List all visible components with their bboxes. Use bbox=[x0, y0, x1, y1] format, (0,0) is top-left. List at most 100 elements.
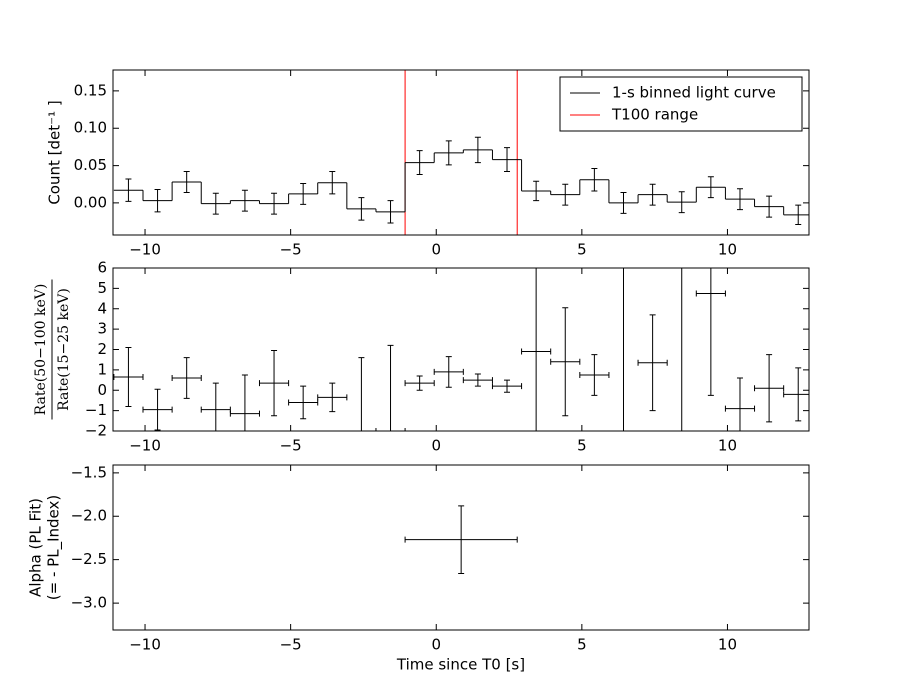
x-error-bar bbox=[142, 406, 173, 413]
x-tick-label: 5 bbox=[577, 241, 587, 259]
x-tick-label: −5 bbox=[280, 241, 302, 259]
y-tick-label: −1 bbox=[85, 401, 107, 419]
y-tick-label: 0 bbox=[97, 381, 107, 399]
x-error-bar bbox=[491, 383, 523, 390]
axes-frame bbox=[112, 69, 810, 236]
x-error-bar bbox=[347, 448, 376, 454]
x-tick-label: −5 bbox=[280, 636, 302, 654]
x-error-bar bbox=[317, 394, 348, 401]
error-bar bbox=[300, 182, 307, 205]
error-bar bbox=[707, 176, 714, 199]
y-axis-label: Alpha (PL Fit) bbox=[27, 498, 45, 597]
plot-area bbox=[113, 245, 809, 454]
x-error-bar bbox=[695, 290, 726, 297]
error-bar bbox=[241, 189, 248, 212]
x-tick-label: 5 bbox=[577, 636, 587, 654]
y-axis-label: Count [det⁻¹ ] bbox=[46, 100, 64, 204]
y-axis-label-denominator: Rate(15−25 keV) bbox=[56, 288, 72, 411]
y-tick-label: 0.15 bbox=[74, 81, 107, 99]
x-error-bar bbox=[288, 399, 319, 406]
x-error-bar bbox=[609, 245, 638, 251]
error-bar bbox=[649, 183, 656, 206]
x-tick-label: 5 bbox=[577, 437, 587, 455]
x-tick-label: 10 bbox=[718, 437, 737, 455]
x-error-bar bbox=[375, 428, 406, 431]
y-tick-label: −1.5 bbox=[71, 463, 107, 481]
error-bar bbox=[358, 357, 365, 431]
x-tick-label: 10 bbox=[718, 241, 737, 259]
x-axis-label: Time since T0 [s] bbox=[396, 656, 525, 674]
legend: 1-s binned light curve T100 range bbox=[559, 76, 803, 132]
y-tick-label: −3.0 bbox=[71, 594, 107, 612]
y-tick-label: 0.00 bbox=[74, 193, 107, 211]
x-error-bar bbox=[229, 410, 260, 417]
x-error-bar bbox=[404, 380, 435, 387]
error-bar bbox=[387, 344, 394, 431]
y-tick-label: 2 bbox=[97, 340, 107, 358]
y-tick-label: −2 bbox=[85, 422, 107, 440]
error-bar bbox=[766, 195, 773, 218]
x-error-bar bbox=[754, 385, 785, 392]
x-tick-label: 0 bbox=[431, 241, 441, 259]
x-tick-label: −10 bbox=[129, 241, 161, 259]
x-error-bar bbox=[521, 348, 552, 355]
legend-label: T100 range bbox=[611, 106, 698, 124]
x-tick-label: 10 bbox=[718, 636, 737, 654]
y-tick-label: 0.10 bbox=[74, 119, 107, 137]
error-bar bbox=[474, 136, 481, 164]
error-bar bbox=[795, 204, 802, 226]
x-tick-label: 0 bbox=[431, 636, 441, 654]
error-bar bbox=[125, 178, 132, 202]
x-error-bar bbox=[637, 359, 668, 366]
x-error-bar bbox=[579, 371, 610, 378]
error-bar bbox=[445, 140, 452, 166]
legend-box bbox=[559, 76, 803, 132]
error-bar bbox=[533, 180, 540, 202]
x-error-bar bbox=[433, 368, 464, 375]
error-bar bbox=[416, 150, 423, 176]
error-bar bbox=[736, 188, 743, 211]
error-bar bbox=[591, 168, 598, 192]
error-bar bbox=[154, 188, 161, 213]
y-tick-label: 6 bbox=[97, 259, 107, 277]
error-bar bbox=[620, 191, 627, 214]
x-error-bar bbox=[550, 358, 581, 365]
y-tick-label: 1 bbox=[97, 360, 107, 378]
error-bar bbox=[504, 147, 511, 173]
x-error-bar bbox=[724, 405, 756, 412]
plot-area bbox=[113, 70, 809, 235]
x-tick-label: −5 bbox=[280, 437, 302, 455]
error-bar bbox=[681, 268, 683, 431]
x-error-bar bbox=[404, 536, 518, 543]
error-bar bbox=[562, 183, 569, 206]
x-error-bar bbox=[171, 375, 202, 382]
legend-label: 1-s binned light curve bbox=[612, 84, 776, 102]
axes-frame bbox=[112, 464, 810, 631]
error-bar bbox=[329, 171, 336, 195]
x-error-bar bbox=[783, 391, 809, 398]
error-bar bbox=[387, 200, 394, 224]
axes-frame bbox=[112, 267, 810, 432]
y-tick-label: 5 bbox=[97, 279, 107, 297]
x-error-bar bbox=[258, 380, 290, 387]
x-error-bar bbox=[667, 245, 696, 251]
y-tick-label: 3 bbox=[97, 320, 107, 338]
error-bar bbox=[358, 197, 365, 221]
x-tick-label: 0 bbox=[431, 437, 441, 455]
error-bar bbox=[622, 268, 624, 431]
error-bar bbox=[678, 191, 685, 214]
x-error-bar bbox=[113, 374, 144, 381]
error-bar bbox=[212, 192, 219, 215]
error-bar bbox=[183, 171, 190, 193]
y-tick-label: −2.0 bbox=[71, 507, 107, 525]
y-axis-label: (= - PL_Index) bbox=[45, 495, 64, 600]
y-tick-label: 0.05 bbox=[74, 156, 107, 174]
x-tick-label: −10 bbox=[129, 636, 161, 654]
y-axis-label-numerator: Rate(50−100 keV) bbox=[33, 284, 49, 416]
y-tick-label: 4 bbox=[97, 299, 107, 317]
plot-area bbox=[404, 505, 518, 575]
x-tick-label: −10 bbox=[129, 437, 161, 455]
x-error-bar bbox=[462, 377, 493, 384]
